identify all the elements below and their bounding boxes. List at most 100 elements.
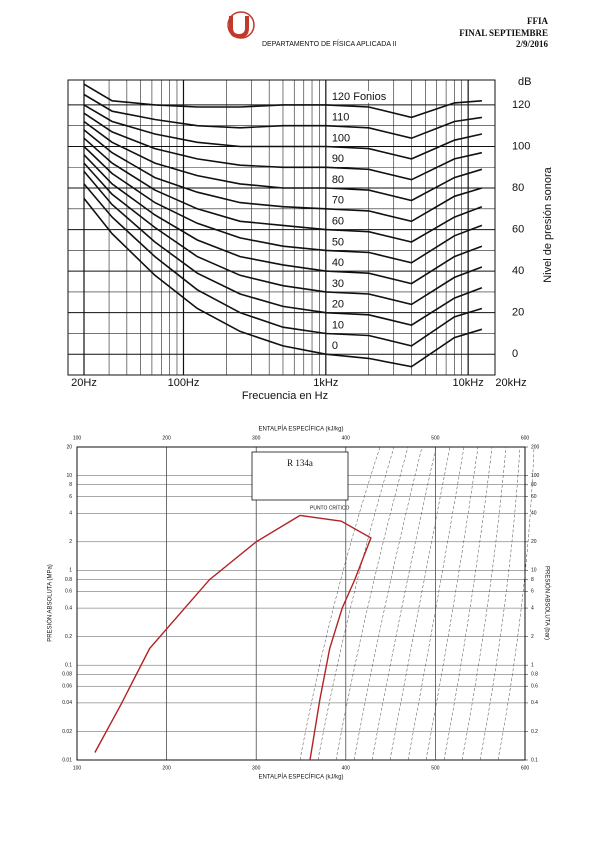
x-tick-label: 100 <box>73 435 82 441</box>
curve-label: 70 <box>332 195 344 207</box>
y-tick-label: 0 <box>512 348 518 360</box>
y2-tick-label: 0.2 <box>531 729 538 735</box>
y-tick-label: 0.1 <box>65 663 72 669</box>
x-tick-label: 300 <box>252 435 261 441</box>
exam: FINAL SEPTIEMBRE <box>459 28 548 38</box>
y-tick-label: 40 <box>512 265 524 277</box>
loudness-curve <box>83 120 483 202</box>
saturation-line <box>94 514 301 753</box>
y2-tick-label: 0.1 <box>531 757 538 763</box>
y2-tick-label: 10 <box>531 568 537 574</box>
label-bg <box>330 257 345 270</box>
y2-tick-label: 60 <box>531 494 537 500</box>
loudness-curve <box>83 129 483 223</box>
fluid-name: R 134a <box>287 458 313 468</box>
y2-tick-label: 40 <box>531 511 537 517</box>
y-unit: dB <box>518 76 531 88</box>
y-tick-label: 0.2 <box>65 634 72 640</box>
y-tick-label: 0.01 <box>62 757 72 763</box>
loudness-curve <box>83 162 483 306</box>
y-tick-label: 60 <box>512 223 524 235</box>
curve-label: 110 <box>332 112 350 124</box>
decorative-curve <box>461 446 507 761</box>
y-axis-title: Nivel de presión sonora <box>542 166 554 282</box>
label-bg <box>330 90 393 103</box>
y-tick-label: 2 <box>69 539 72 545</box>
label-bg <box>330 153 345 166</box>
y2-tick-label: 0.6 <box>531 684 538 690</box>
x-tick-label: 400 <box>342 765 351 771</box>
y-tick-label: 0.4 <box>65 605 72 611</box>
decorative-curve <box>479 446 521 761</box>
decorative-curve <box>317 446 395 761</box>
logo <box>227 11 255 39</box>
y-tick-label: 8 <box>69 482 72 488</box>
curve-label: 50 <box>332 236 344 248</box>
decorative-curve <box>335 446 409 761</box>
label-bg <box>330 277 345 290</box>
curve-label: 100 <box>332 132 350 144</box>
x-tick-label: 400 <box>342 435 351 441</box>
y-tick-label: 1 <box>69 568 72 574</box>
y2-tick-label: 2 <box>531 634 534 640</box>
y-tick-label: 4 <box>69 511 72 517</box>
y2-tick-label: 0.4 <box>531 700 538 706</box>
decorative-curve <box>497 446 535 761</box>
label-bg <box>330 236 345 249</box>
curve-label: 80 <box>332 174 344 186</box>
x-axis-title-bottom: ENTALPÍA ESPECÍFICA (kJ/kg) <box>259 774 344 781</box>
critical-point-label: PUNTO CRÍTICO <box>310 504 349 511</box>
curve-label: 0 <box>332 340 338 352</box>
x-tick-label: 200 <box>162 765 171 771</box>
y2-tick-label: 100 <box>531 473 540 479</box>
y2-tick-label: 6 <box>531 589 534 595</box>
curve-label: 120 Fonios <box>332 91 387 103</box>
label-bg <box>330 194 345 207</box>
loudness-curve <box>83 154 483 285</box>
department: DEPARTAMENTO DE FÍSICA APLICADA II <box>262 39 397 48</box>
ph-chart: ENTALPÍA ESPECÍFICA (kJ/kg) ENTALPÍA ESP… <box>47 426 551 781</box>
course: FFIA <box>527 16 548 26</box>
label-bg <box>330 174 345 187</box>
loudness-curve <box>83 112 483 181</box>
label-bg <box>330 215 345 228</box>
loudness-curve <box>83 93 483 140</box>
loudness-curve <box>83 104 483 160</box>
loudness-curve <box>83 183 483 347</box>
plot-frame <box>76 446 526 761</box>
y-tick-label: 10 <box>66 473 72 479</box>
decorative-curve <box>371 446 437 761</box>
y-tick-label: 100 <box>512 140 530 152</box>
decorative-curve <box>389 446 451 761</box>
y2-tick-label: 0.8 <box>531 672 538 678</box>
legend-box <box>251 451 349 501</box>
label-bg <box>330 319 345 332</box>
x-tick-label: 600 <box>521 435 530 441</box>
y-axis-title: PRESIÓN ABSOLUTA (MPa) <box>47 564 54 642</box>
y-tick-label: 0.04 <box>62 700 72 706</box>
x-tick-label: 300 <box>252 765 261 771</box>
loudness-chart: dB Nivel de presión sonora Frecuencia en… <box>67 76 554 402</box>
plot-frame <box>67 79 496 376</box>
y-tick-label: 120 <box>512 99 530 111</box>
y2-axis-title: PRESIÓN ABSOLUTA (bar) <box>543 566 550 640</box>
y-tick-label: 6 <box>69 494 72 500</box>
curve-label: 40 <box>332 257 344 269</box>
x-tick-label: 10kHz <box>453 377 484 389</box>
y-tick-label: 0.08 <box>62 672 72 678</box>
y2-tick-label: 200 <box>531 444 540 450</box>
decorative-curve <box>299 446 381 761</box>
y-tick-label: 0.06 <box>62 684 72 690</box>
y2-tick-label: 1 <box>531 663 534 669</box>
curve-label: 30 <box>332 278 344 290</box>
loudness-curve <box>83 145 483 264</box>
loudness-curve <box>83 83 482 119</box>
x-axis-title: Frecuencia en Hz <box>242 390 328 402</box>
label-bg <box>330 111 351 124</box>
x-tick-label: 100Hz <box>168 377 200 389</box>
decorative-curve <box>425 446 479 761</box>
decorative-curve <box>443 446 493 761</box>
y2-tick-label: 8 <box>531 577 534 583</box>
curve-label: 60 <box>332 215 344 227</box>
